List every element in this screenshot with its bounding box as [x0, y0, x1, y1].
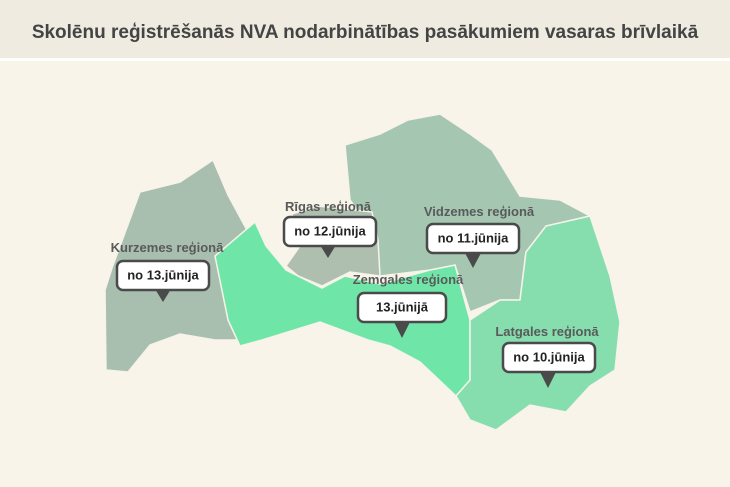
latgale	[455, 215, 621, 431]
callout-vidzeme: Vidzemes reģionā no 11.jūnija	[424, 204, 535, 268]
pointer	[320, 245, 336, 258]
region-name: Latgales reģionā	[495, 324, 599, 339]
callout-kurzeme: Kurzemes reģionā no 13.jūnija	[111, 240, 224, 302]
date-box	[425, 222, 521, 255]
region-name: Rīgas reģionā	[285, 199, 372, 214]
date-box	[501, 341, 597, 374]
region-date: 13.jūnijā	[376, 299, 429, 314]
date-box	[282, 215, 378, 248]
region-name: Zemgales reģionā	[353, 272, 464, 287]
callout-riga: Rīgas reģionā no 12.jūnija	[282, 199, 378, 258]
region-date: no 13.jūnija	[127, 267, 199, 282]
region-date: no 11.jūnija	[438, 230, 510, 245]
pointer	[540, 372, 556, 388]
header	[0, 0, 730, 58]
region-name: Vidzemes reģionā	[424, 204, 535, 219]
pointer	[394, 322, 410, 338]
callout-latgale: Latgales reģionā no 10.jūnija	[495, 324, 599, 388]
date-box	[115, 259, 211, 292]
pointer	[155, 289, 171, 302]
callout-zemgale: Zemgales reģionā 13.jūnijā	[353, 272, 464, 338]
region-date: no 10.jūnija	[513, 349, 585, 364]
pointer	[465, 253, 481, 268]
date-box	[356, 291, 448, 324]
header-rule	[0, 58, 730, 61]
title: Skolēnu reģistrēšanās NVA nodarbinātības…	[32, 22, 699, 43]
region-date: no 12.jūnija	[294, 223, 366, 238]
region-name: Kurzemes reģionā	[111, 240, 224, 255]
